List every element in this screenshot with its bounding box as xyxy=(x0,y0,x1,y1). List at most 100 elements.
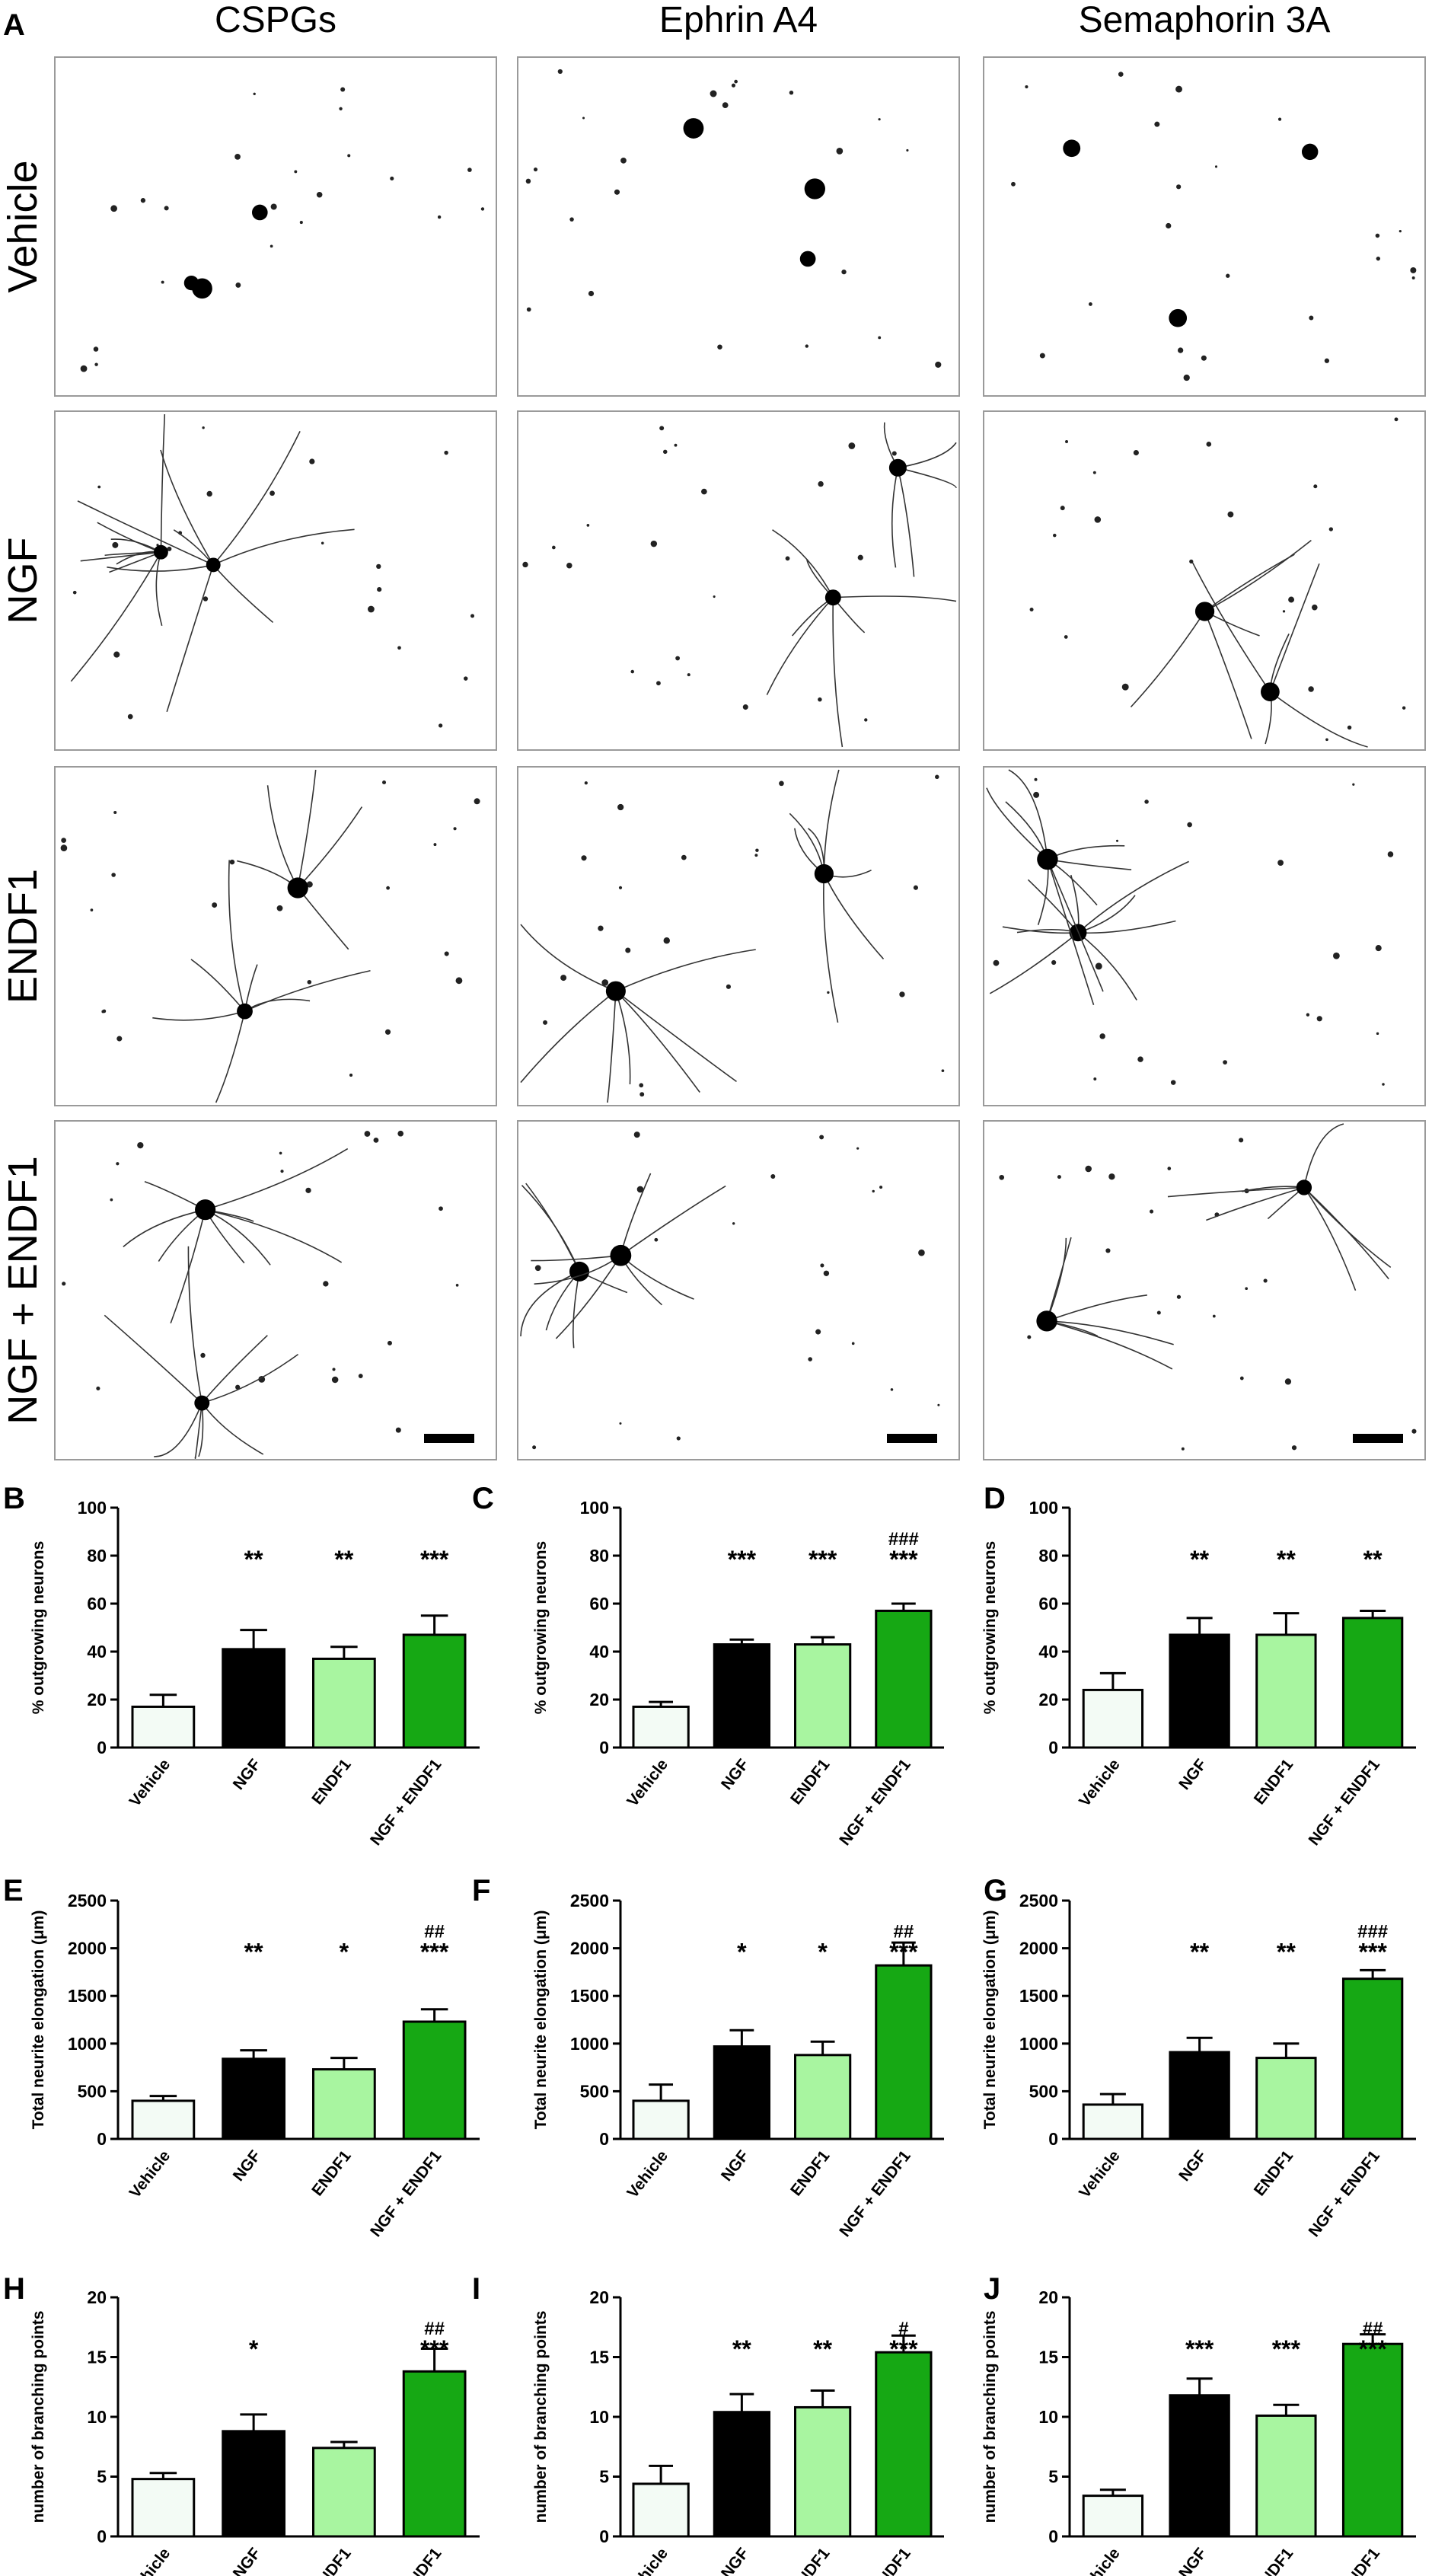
significance-hashes: ### xyxy=(1357,1922,1388,1942)
neurite-branch xyxy=(607,991,617,1103)
bar-endf1 xyxy=(794,1643,852,1749)
significance-stars: *** xyxy=(808,1546,837,1573)
bar-ngf xyxy=(713,2411,770,2538)
bar-vehicle xyxy=(632,1705,690,1749)
neurite-branch xyxy=(297,806,363,889)
debris-speck xyxy=(618,886,623,889)
debris-speck xyxy=(1156,1310,1161,1315)
bar-ngf xyxy=(713,1643,770,1749)
debris-speck xyxy=(557,69,563,75)
neuron-soma xyxy=(799,251,816,267)
debris-speck xyxy=(111,873,116,877)
y-tick-label: 20 xyxy=(589,2287,609,2307)
neurite-branch xyxy=(891,468,899,568)
neuron-soma xyxy=(153,544,168,560)
row-title-endf1: ENDF1 xyxy=(0,869,46,1004)
category-label: ENDF1 xyxy=(787,1756,834,1808)
significance-stars: *** xyxy=(889,1939,918,1966)
neurite-branch xyxy=(1206,1186,1305,1221)
neuron-soma xyxy=(237,1003,253,1020)
debris-speck xyxy=(323,1281,329,1287)
neurite-branch xyxy=(1303,1187,1357,1291)
category-label: NGF xyxy=(230,2147,265,2185)
bar-ngf-endf1 xyxy=(1341,1977,1404,2140)
neurite-branch xyxy=(107,564,214,572)
y-tick-label: 0 xyxy=(1048,2129,1058,2149)
debris-speck xyxy=(941,1069,945,1073)
y-tick-label: 0 xyxy=(1048,1738,1058,1757)
neuron-soma xyxy=(1301,143,1319,161)
significance-stars: *** xyxy=(420,2335,449,2363)
category-label: NGF + ENDF1 xyxy=(1306,2147,1384,2240)
neurite-branch xyxy=(823,873,885,959)
neuron-soma xyxy=(1063,139,1081,158)
debris-speck xyxy=(1183,374,1190,381)
debris-speck xyxy=(1239,1138,1244,1143)
debris-speck xyxy=(253,92,256,95)
category-label: ENDF1 xyxy=(787,2545,834,2576)
debris-speck xyxy=(1324,358,1330,363)
neurite-branch xyxy=(1077,932,1137,1001)
micrograph-frame xyxy=(983,56,1426,397)
bar-ngf-endf1 xyxy=(402,2370,467,2538)
debris-speck xyxy=(1352,783,1355,786)
category-label: NGF xyxy=(1175,1756,1210,1793)
neurite-branch xyxy=(201,1335,268,1404)
bar-endf1 xyxy=(794,2405,852,2538)
bar-vehicle xyxy=(1082,2103,1144,2140)
debris-speck xyxy=(464,676,468,681)
y-tick-label: 2500 xyxy=(1019,1891,1058,1910)
neurite-branch xyxy=(154,1403,203,1457)
neurite-branch xyxy=(1303,1123,1344,1188)
significance-stars: * xyxy=(737,1939,747,1966)
bar-vehicle xyxy=(131,2478,196,2538)
debris-speck xyxy=(937,1403,940,1406)
debris-speck xyxy=(639,1092,645,1097)
debris-speck xyxy=(586,524,590,527)
y-tick-label: 0 xyxy=(1048,2527,1058,2546)
debris-speck xyxy=(140,198,146,203)
category-label: NGF xyxy=(718,1756,753,1793)
neuron-soma xyxy=(1261,682,1280,701)
debris-speck xyxy=(1177,347,1184,353)
category-label: NGF xyxy=(230,1756,265,1793)
debris-speck xyxy=(258,1375,266,1383)
row-title-ngf: NGF xyxy=(0,538,46,624)
debris-speck xyxy=(1064,635,1068,639)
debris-speck xyxy=(384,1029,391,1035)
debris-speck xyxy=(110,1198,113,1202)
scale-bar xyxy=(1353,1434,1403,1443)
debris-speck xyxy=(899,991,905,998)
debris-speck xyxy=(993,959,1000,966)
bar-vehicle xyxy=(131,2099,196,2140)
debris-speck xyxy=(808,1357,812,1361)
neurite-branch xyxy=(1269,691,1368,748)
micrograph-vehicle-ephrin-a4 xyxy=(517,56,960,397)
debris-speck xyxy=(1144,800,1149,804)
debris-speck xyxy=(676,1436,681,1441)
neuron-soma xyxy=(1036,1310,1057,1332)
debris-speck xyxy=(60,844,68,851)
debris-speck xyxy=(1245,1287,1249,1291)
neurite-branch xyxy=(166,564,214,713)
category-label: ENDF1 xyxy=(1251,2147,1297,2200)
micrograph-ngf-endf1-ephrin-a4 xyxy=(517,1120,960,1460)
debris-speck xyxy=(815,1329,821,1335)
row-title-vehicle: Vehicle xyxy=(0,160,46,292)
y-tick-label: 2000 xyxy=(1019,1939,1058,1958)
neuron-soma xyxy=(195,1199,216,1221)
debris-speck xyxy=(856,1147,860,1150)
debris-speck xyxy=(879,1186,883,1189)
micrograph-ngf-cspgs xyxy=(54,410,497,751)
neurite-branch xyxy=(212,528,355,566)
category-label: NGF xyxy=(230,2545,265,2576)
debris-speck xyxy=(161,280,164,284)
y-tick-label: 1500 xyxy=(1019,1986,1058,2006)
category-label: ENDF1 xyxy=(1251,1756,1297,1808)
category-label: Vehicle xyxy=(624,1756,671,1810)
debris-speck xyxy=(1108,1173,1115,1180)
scale-bar xyxy=(887,1434,937,1443)
debris-speck xyxy=(560,975,567,982)
debris-speck xyxy=(717,344,722,350)
debris-speck xyxy=(1060,506,1065,511)
